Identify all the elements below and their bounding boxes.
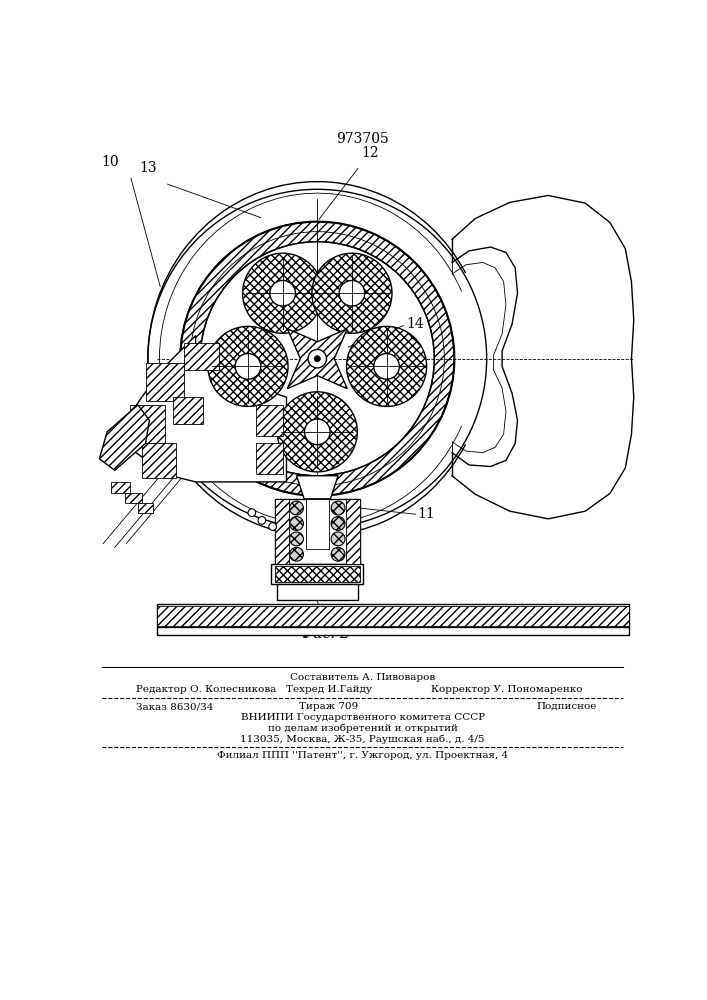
Circle shape	[270, 280, 296, 306]
Text: ВНИИПИ Государственного комитета СССР: ВНИИПИ Государственного комитета СССР	[240, 713, 485, 722]
Text: 12: 12	[361, 146, 379, 160]
Circle shape	[331, 501, 345, 515]
Text: Тираж 709: Тираж 709	[299, 702, 358, 711]
Circle shape	[314, 356, 320, 362]
Polygon shape	[127, 336, 286, 482]
Circle shape	[331, 547, 345, 561]
Bar	[141, 443, 176, 478]
Circle shape	[269, 523, 276, 530]
Circle shape	[308, 349, 327, 368]
Text: Заказ 8630/34: Заказ 8630/34	[136, 702, 214, 711]
Circle shape	[235, 354, 261, 379]
Circle shape	[200, 242, 434, 476]
Text: Корректор У. Пономаренко: Корректор У. Пономаренко	[431, 685, 583, 694]
Circle shape	[305, 419, 330, 445]
Bar	[146, 363, 184, 401]
Circle shape	[208, 326, 288, 406]
Text: Филиал ППП ''Патент'', г. Ужгород, ул. Проектная, 4: Филиал ППП ''Патент'', г. Ужгород, ул. П…	[217, 751, 508, 760]
Text: 113035, Москва, Ж-35, Раушская наб., д. 4/5: 113035, Москва, Ж-35, Раушская наб., д. …	[240, 734, 485, 744]
Bar	[275, 566, 360, 582]
Bar	[275, 499, 288, 564]
Circle shape	[331, 532, 345, 546]
Text: Составитель А. Пивоваров: Составитель А. Пивоваров	[290, 673, 436, 682]
Bar	[256, 443, 283, 474]
Circle shape	[290, 532, 303, 546]
Circle shape	[331, 517, 345, 530]
Circle shape	[374, 354, 399, 379]
Bar	[157, 627, 629, 635]
Circle shape	[248, 509, 256, 517]
Circle shape	[277, 392, 357, 472]
Bar	[138, 503, 153, 513]
Bar	[157, 606, 629, 626]
Polygon shape	[296, 476, 338, 499]
Circle shape	[290, 547, 303, 561]
Text: Техред И.Гайду: Техред И.Гайду	[286, 685, 372, 694]
Bar	[277, 584, 358, 600]
Circle shape	[339, 280, 365, 306]
Text: по делам изобретений и открытий: по делам изобретений и открытий	[268, 724, 457, 733]
Bar	[111, 482, 130, 493]
Text: 14: 14	[406, 317, 423, 331]
Text: 11: 11	[417, 507, 435, 521]
Text: 8: 8	[321, 614, 330, 628]
Bar	[130, 405, 165, 443]
Text: Редактор О. Колесникова: Редактор О. Колесникова	[136, 685, 276, 694]
Circle shape	[290, 501, 303, 515]
Bar	[173, 397, 204, 424]
Circle shape	[258, 517, 266, 524]
Bar	[346, 499, 360, 564]
Circle shape	[243, 253, 322, 333]
Text: 13: 13	[139, 161, 157, 175]
Circle shape	[290, 517, 303, 530]
Bar	[275, 499, 360, 564]
Circle shape	[346, 326, 426, 406]
Bar	[157, 604, 629, 627]
Bar	[271, 564, 363, 584]
Bar	[305, 499, 329, 549]
Circle shape	[312, 253, 392, 333]
Text: Фиг. 2: Фиг. 2	[300, 627, 350, 641]
Bar	[125, 493, 141, 503]
Bar	[256, 405, 283, 436]
Text: 973705: 973705	[337, 132, 389, 146]
Polygon shape	[287, 329, 347, 389]
Polygon shape	[100, 405, 149, 470]
Text: 10: 10	[101, 155, 119, 169]
Bar	[184, 343, 218, 370]
Text: Подписное: Подписное	[537, 702, 597, 711]
Wedge shape	[180, 222, 455, 496]
